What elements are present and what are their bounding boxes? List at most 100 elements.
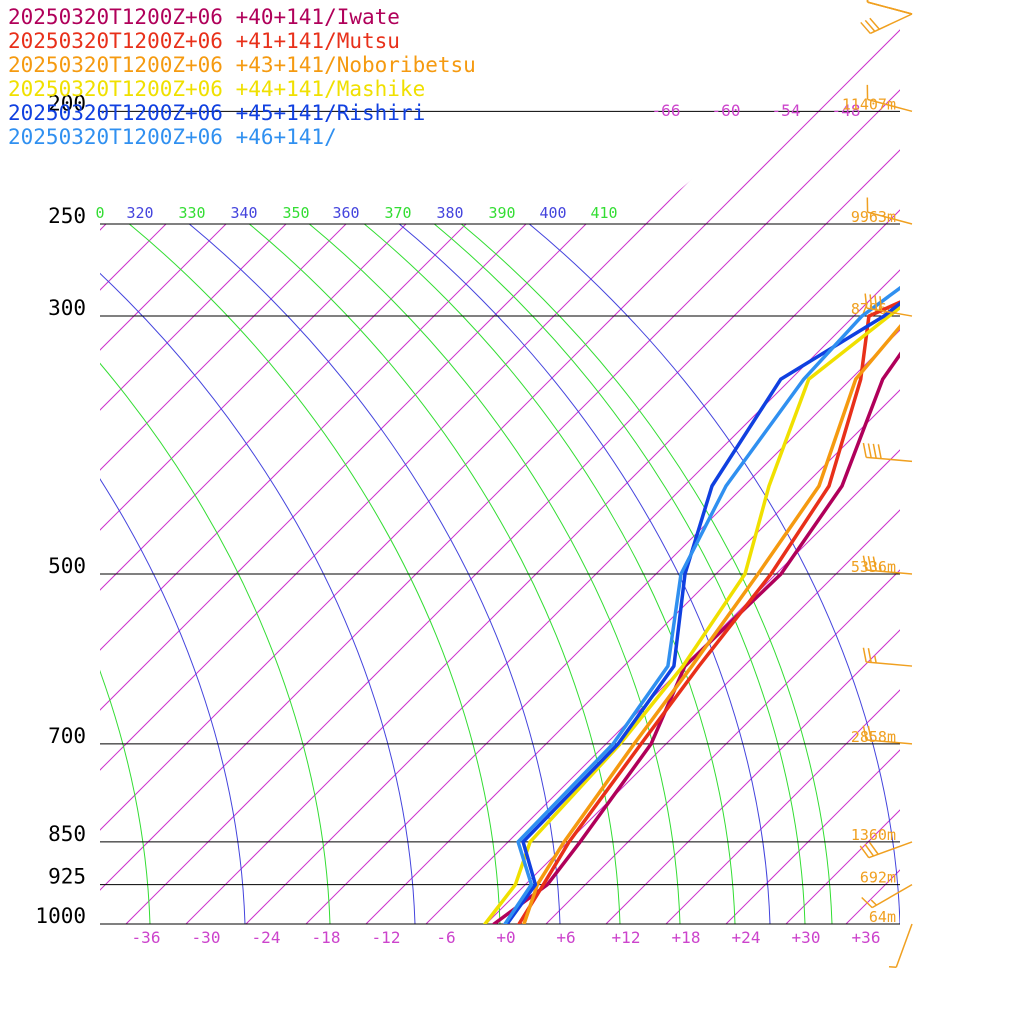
pressure-label: 250 (48, 204, 86, 228)
wind-barb-flag (867, 725, 872, 741)
temperature-tick-label: -24 (252, 928, 281, 947)
theta-e-label: 320 (126, 204, 153, 222)
isotherm-line (100, 0, 900, 924)
isotherm-line (100, 0, 900, 924)
temperature-tick-label: +24 (732, 928, 761, 947)
legend-entry: 20250320T1200Z+06 +45+141/Rishiri (8, 101, 425, 125)
pressure-label: 925 (48, 865, 86, 889)
sounding-line (522, 0, 900, 924)
wind-barb-flag (869, 17, 880, 30)
sounding-line (517, 0, 900, 924)
pressure-label: 500 (48, 554, 86, 578)
wind-barb-flag (860, 21, 871, 34)
theta-e-curve (0, 144, 60, 924)
wind-barb-flag (864, 843, 875, 857)
legend-entry: 20250320T1200Z+06 +41+141/Mutsu (8, 29, 400, 53)
isotherm-line (485, 0, 900, 924)
wind-barb-staff (867, 98, 913, 113)
theta-e-label: 350 (282, 204, 309, 222)
theta-e-curve (351, 143, 833, 924)
legend-entry: 20250320T1200Z+06 +43+141/Noboribetsu (8, 53, 476, 77)
isotherm-line (100, 0, 900, 924)
temperature-tick-label: +30 (792, 928, 821, 947)
sounding-line (503, 0, 900, 924)
wind-barb-flag (869, 294, 873, 310)
upper-temperature-label: -60 (712, 101, 741, 120)
wind-barb-flag (877, 444, 882, 459)
wind-barb (862, 442, 913, 463)
upper-temperature-label: -48 (832, 101, 861, 120)
theta-e-label: 370 (384, 204, 411, 222)
wind-barb-flag (872, 556, 877, 572)
theta-e-labels: 0 320 330 340 350 360 370 380 390 400 410 (95, 204, 617, 222)
isotherm-line (100, 0, 900, 924)
temperature-tick-label: +0 (496, 928, 515, 947)
isotherm-line (100, 0, 847, 924)
wind-barb-flag (862, 647, 867, 663)
isotherm-grid (100, 0, 1024, 924)
wind-barb-half-flag (870, 899, 878, 906)
legend-entry: 20250320T1200Z+06 +40+141/Iwate (8, 5, 400, 29)
wind-barb-flag (862, 442, 867, 458)
temperature-tick-label: -30 (192, 928, 221, 947)
isotherm-line (966, 0, 1024, 924)
height-label: 692m (860, 869, 896, 887)
temperature-tick-label: +6 (556, 928, 575, 947)
theta-e-label: 330 (178, 204, 205, 222)
upper-temperature-labels: -66 -60 -54 -48 (652, 101, 861, 120)
temperature-tick-label: +18 (672, 928, 701, 947)
pressure-axis-labels: 1001502002503005007008509251000 (35, 91, 86, 928)
height-labels: 15856m13274m11407m9963m8796m5336m2858m13… (842, 95, 896, 926)
pressure-label: 300 (48, 296, 86, 320)
theta-e-label: 0 (95, 204, 104, 222)
upper-temperature-label: -66 (652, 101, 681, 120)
wind-barb (860, 13, 913, 35)
theta-e-curve (100, 143, 151, 924)
isotherm-line (785, 0, 900, 924)
wind-barb-flag (867, 648, 872, 663)
theta-e-curve (100, 143, 561, 924)
temperature-tick-label: -6 (436, 928, 455, 947)
legend-entry: 20250320T1200Z+06 +44+141/Mashike (8, 77, 425, 101)
wind-barb (862, 555, 913, 575)
isotherm-line (605, 0, 900, 924)
wind-barb (862, 647, 913, 667)
wind-barb-flag (864, 293, 868, 309)
wind-barb-flag (869, 842, 879, 855)
temperature-tick-label: +12 (612, 928, 641, 947)
isobar-grid (100, 110, 900, 925)
wind-barb-staff (871, 883, 913, 909)
wind-barb-flag (864, 19, 876, 32)
isotherm-line (425, 0, 900, 924)
wind-barb-staff (895, 923, 913, 968)
wind-barb (866, 84, 913, 113)
temperature-tick-label: +36 (852, 928, 881, 947)
temperature-tick-label: -18 (312, 928, 341, 947)
wind-barb-flag (859, 845, 870, 859)
wind-barb-flag (867, 443, 872, 458)
pressure-label: 200 (48, 91, 86, 115)
wind-barbs (859, 0, 913, 968)
theta-e-curves (0, 143, 900, 924)
isotherm-line (845, 0, 900, 924)
theta-e-label: 410 (590, 204, 617, 222)
theta-e-curve (100, 143, 331, 924)
temperature-axis-labels: -36 -30 -24 -18 -12 -6 +0 +6 +12 +18 +24 +30 +36 (132, 928, 881, 947)
height-label: 64m (869, 908, 896, 926)
theta-e-label: 380 (436, 204, 463, 222)
theta-e-label: 400 (539, 204, 566, 222)
height-label: 2858m (851, 728, 896, 746)
wind-barb-staff (867, 211, 913, 225)
theta-e-curve (199, 143, 681, 924)
wind-barb-half-flag (874, 655, 877, 664)
wind-barb-half-flag (888, 965, 897, 968)
sounding-line (505, 0, 900, 924)
isotherm-line (365, 0, 900, 924)
theta-e-curve (139, 143, 621, 924)
isotherm-line (906, 0, 1024, 924)
wind-barb-staff (866, 739, 913, 745)
isotherm-line (100, 0, 787, 924)
temperature-tick-label: -36 (132, 928, 161, 947)
isotherm-line (665, 0, 900, 924)
